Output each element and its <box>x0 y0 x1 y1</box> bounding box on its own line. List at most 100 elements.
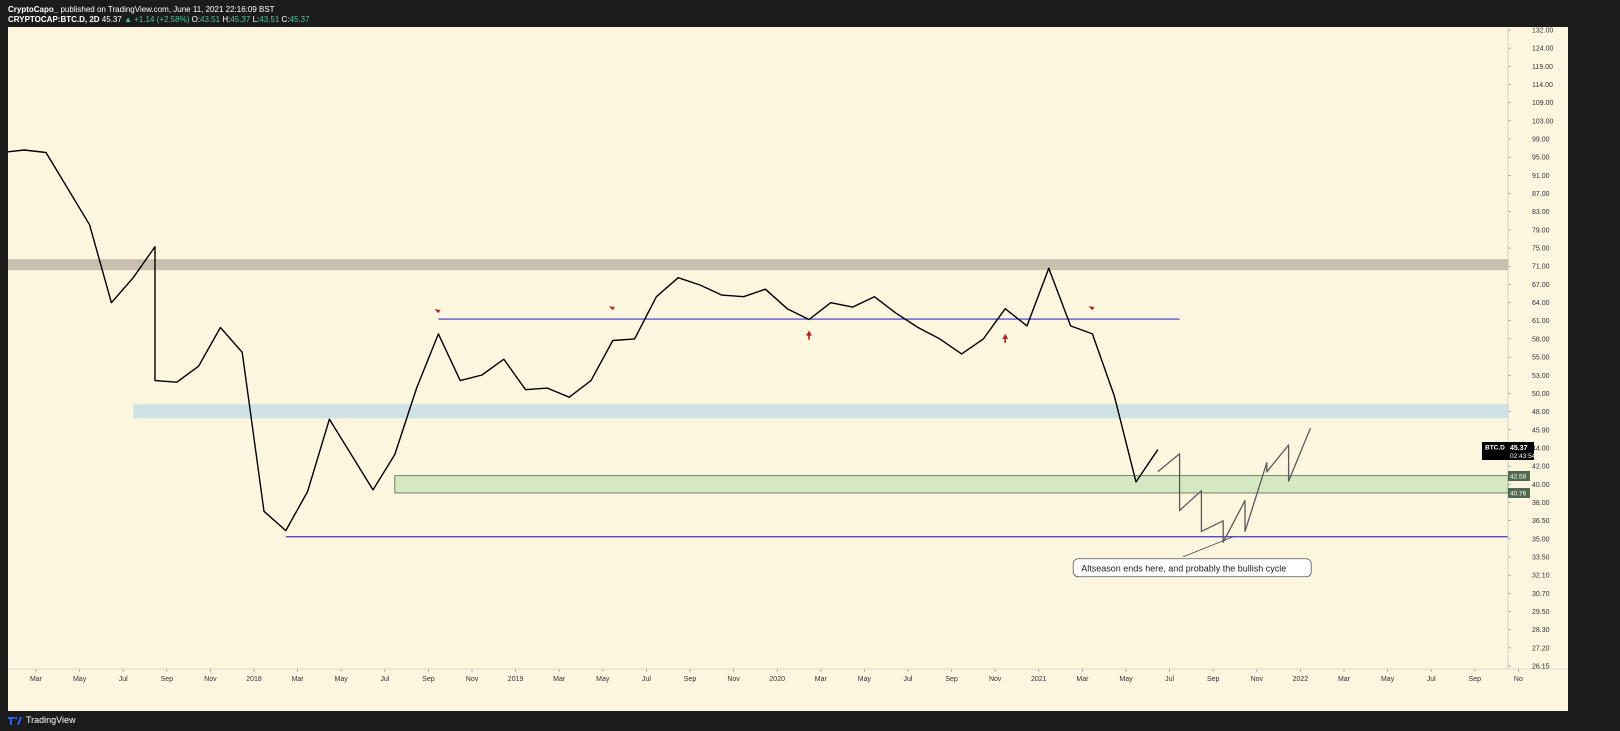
ohlc-l-label: L: <box>252 15 260 24</box>
price-label-btcd-bg <box>1482 442 1508 460</box>
x-tick-label: May <box>1119 676 1133 683</box>
marker-arrow-2 <box>608 306 615 311</box>
marker-arrow-5 <box>1088 306 1095 311</box>
y-tick-label: 48.00 <box>1532 409 1550 416</box>
last-price: 45.37 <box>101 15 122 24</box>
marker-arrow-head <box>1088 306 1095 311</box>
x-tick-label: 2018 <box>246 676 262 683</box>
zone-label-value: 40.76 <box>1510 491 1527 498</box>
x-tick-label: May <box>596 676 610 683</box>
y-tick-label: 64.00 <box>1532 300 1550 307</box>
y-tick-label: 71.00 <box>1532 264 1550 271</box>
price-label-zone-2: 40.76 <box>1508 488 1530 498</box>
price-series <box>8 149 1159 532</box>
x-tick-label: May <box>858 676 872 683</box>
annotation-text: Altseason ends here, and probably the bu… <box>1081 563 1286 573</box>
x-tick-label: Nov <box>989 676 1002 683</box>
y-tick-label: 45.90 <box>1532 427 1550 434</box>
ohlc-h: 45.37 <box>230 15 251 24</box>
x-tick-label: May <box>1381 676 1395 683</box>
x-tick-label: 2022 <box>1293 676 1309 683</box>
ohlc-l: 43.51 <box>259 15 280 24</box>
price-label-btcd-sub: 02:43:54 <box>1510 453 1536 460</box>
marker-arrow-head <box>1002 333 1009 343</box>
y-tick-label: 30.70 <box>1532 591 1550 598</box>
y-tick-label: 33.50 <box>1532 554 1550 561</box>
y-tick-label: 119.00 <box>1532 64 1553 71</box>
annotation-pointer <box>1183 536 1234 558</box>
marker-arrow-head <box>806 330 812 340</box>
symbol-line: CRYPTOCAP:BTC.D, 2D 45.37 ▲ +1.14 (+2.58… <box>8 15 1568 25</box>
x-tick-label: Mar <box>292 676 305 683</box>
y-tick-label: 87.00 <box>1532 191 1550 198</box>
y-tick-label: 55.00 <box>1532 355 1550 362</box>
y-tick-label: 67.00 <box>1532 282 1550 289</box>
x-tick-label: Mar <box>815 676 828 683</box>
tradingview-logo-icon[interactable] <box>8 716 22 726</box>
y-tick-label: 42.00 <box>1532 464 1550 471</box>
y-tick-label: 53.00 <box>1532 373 1550 380</box>
price-change: ▲ +1.14 (+2.58%) <box>124 15 190 24</box>
annotation-box <box>1072 558 1312 578</box>
x-tick-label: Mar <box>1338 676 1351 683</box>
chart-area[interactable]: Altseason ends here, and probably the bu… <box>8 27 1568 711</box>
marker-arrow-1 <box>434 309 441 314</box>
y-tick-label: 114.00 <box>1532 82 1553 89</box>
y-tick-label: 38.00 <box>1532 500 1550 507</box>
projection-path <box>1157 427 1312 543</box>
zone-label-bg <box>1508 471 1530 481</box>
y-tick-label: 35.00 <box>1532 536 1550 543</box>
footer-bar: TradingView <box>8 711 1568 729</box>
marker-arrow-head <box>434 309 441 314</box>
y-tick-label: 79.00 <box>1532 227 1550 234</box>
x-tick-label: 2019 <box>508 676 524 683</box>
x-tick-label: Nov <box>727 676 740 683</box>
zone-label-bg <box>1508 488 1530 498</box>
y-tick-label: 27.20 <box>1532 645 1550 652</box>
x-tick-label: No <box>1514 676 1523 683</box>
y-tick-label: 44.00 <box>1532 445 1550 452</box>
x-tick-label: Sep <box>422 676 435 683</box>
x-tick-label: 2021 <box>1031 676 1047 683</box>
x-tick-label: 2020 <box>769 676 785 683</box>
y-tick-label: 61.00 <box>1532 318 1550 325</box>
y-tick-label: 132.00 <box>1532 28 1554 35</box>
zone-resistance <box>8 259 1508 271</box>
publisher-name[interactable]: CryptoCapo_ <box>8 5 59 14</box>
ohlc-c: 45.37 <box>289 15 310 24</box>
x-tick-label: Sep <box>1469 676 1482 683</box>
x-tick-label: Jul <box>642 676 651 683</box>
x-tick-label: Mar <box>1076 676 1089 683</box>
chart-header: CryptoCapo_ published on TradingView.com… <box>8 5 1568 27</box>
ohlc-o: 43.51 <box>200 15 221 24</box>
y-tick-label: 124.00 <box>1532 46 1554 53</box>
y-tick-label: 50.00 <box>1532 391 1550 398</box>
x-tick-label: Sep <box>945 676 958 683</box>
y-tick-label: 28.30 <box>1532 627 1550 634</box>
x-tick-label: Mar <box>553 676 566 683</box>
x-tick-label: Jul <box>904 676 913 683</box>
zone-support-blue <box>133 404 1509 419</box>
x-tick-label: May <box>335 676 349 683</box>
x-tick-label: Nov <box>466 676 479 683</box>
y-tick-label: 40.00 <box>1532 482 1550 489</box>
zone-support-green <box>394 475 1509 494</box>
marker-arrow-head <box>608 306 615 311</box>
y-tick-label: 29.50 <box>1532 609 1550 616</box>
published-text: published on TradingView.com, June 11, 2… <box>60 5 275 14</box>
y-tick-label: 32.10 <box>1532 573 1550 580</box>
y-tick-label: 83.00 <box>1532 209 1550 216</box>
x-tick-label: Jul <box>380 676 389 683</box>
x-tick-label: Sep <box>684 676 697 683</box>
x-tick-label: Jul <box>119 676 128 683</box>
x-tick-label: Mar <box>30 676 43 683</box>
price-chart[interactable]: Altseason ends here, and probably the bu… <box>8 27 1568 711</box>
y-tick-label: 109.00 <box>1532 100 1554 107</box>
y-tick-label: 95.00 <box>1532 155 1550 162</box>
publisher-line: CryptoCapo_ published on TradingView.com… <box>8 5 1568 15</box>
symbol-label[interactable]: CRYPTOCAP:BTC.D, 2D <box>8 15 100 24</box>
marker-arrow-3 <box>806 330 812 340</box>
y-tick-label: 58.00 <box>1532 336 1550 343</box>
